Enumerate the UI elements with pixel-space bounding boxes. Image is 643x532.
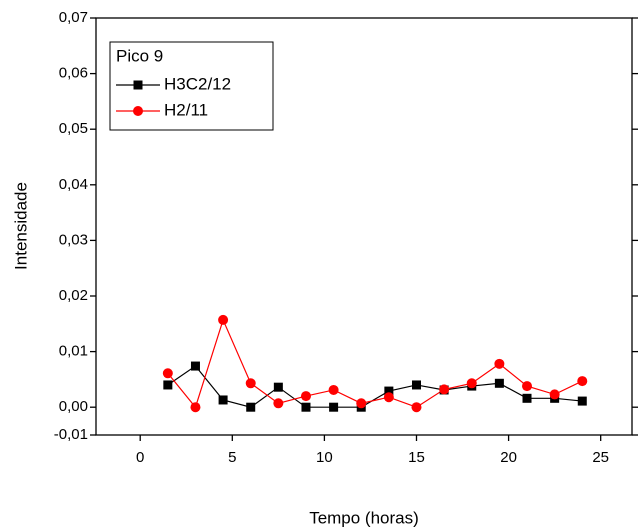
legend-marker — [133, 106, 143, 116]
y-tick-label: 0,07 — [59, 9, 88, 26]
series-line — [167, 318, 583, 409]
marker — [273, 382, 283, 392]
marker — [301, 402, 311, 412]
legend-marker — [133, 80, 143, 90]
marker — [329, 402, 339, 412]
marker — [522, 393, 532, 403]
x-tick-label: 5 — [228, 449, 236, 466]
x-axis-label: Tempo (horas) — [309, 508, 419, 527]
x-tick-label: 15 — [408, 449, 425, 466]
y-axis-label: Intensidade — [11, 182, 30, 270]
marker — [439, 384, 450, 395]
marker — [218, 314, 229, 325]
marker — [522, 381, 533, 392]
marker — [190, 402, 201, 413]
legend-label: H3C2/12 — [164, 74, 231, 93]
y-tick-label: 0,05 — [59, 120, 88, 137]
marker — [246, 402, 256, 412]
marker — [245, 378, 256, 389]
x-tick-label: 0 — [136, 449, 144, 466]
marker — [577, 376, 588, 387]
marker — [300, 391, 311, 402]
y-tick-label: -0,01 — [54, 426, 88, 443]
series-line — [167, 365, 583, 408]
x-tick-label: 25 — [592, 449, 609, 466]
marker — [549, 389, 560, 400]
x-tick-label: 10 — [316, 449, 333, 466]
marker — [163, 380, 173, 390]
marker — [466, 378, 477, 389]
marker — [494, 358, 505, 369]
y-tick-label: 0,04 — [59, 176, 88, 193]
marker — [383, 392, 394, 403]
marker — [411, 380, 421, 390]
marker — [162, 368, 173, 379]
legend-title: Pico 9 — [116, 46, 163, 65]
legend-label: H2/11 — [164, 100, 208, 119]
y-tick-label: 0,06 — [59, 65, 88, 82]
y-tick-label: 0,02 — [59, 287, 88, 304]
marker — [218, 395, 228, 405]
marker — [356, 398, 367, 409]
y-tick-label: 0,00 — [59, 398, 88, 415]
marker — [384, 386, 394, 396]
y-tick-label: 0,03 — [59, 231, 88, 248]
marker — [494, 378, 504, 388]
y-tick-label: 0,01 — [59, 343, 88, 360]
marker — [328, 384, 339, 395]
x-tick-label: 20 — [500, 449, 517, 466]
marker — [273, 398, 284, 409]
plot-frame — [95, 17, 633, 436]
marker — [411, 402, 422, 413]
marker — [190, 361, 200, 371]
marker — [577, 396, 587, 406]
